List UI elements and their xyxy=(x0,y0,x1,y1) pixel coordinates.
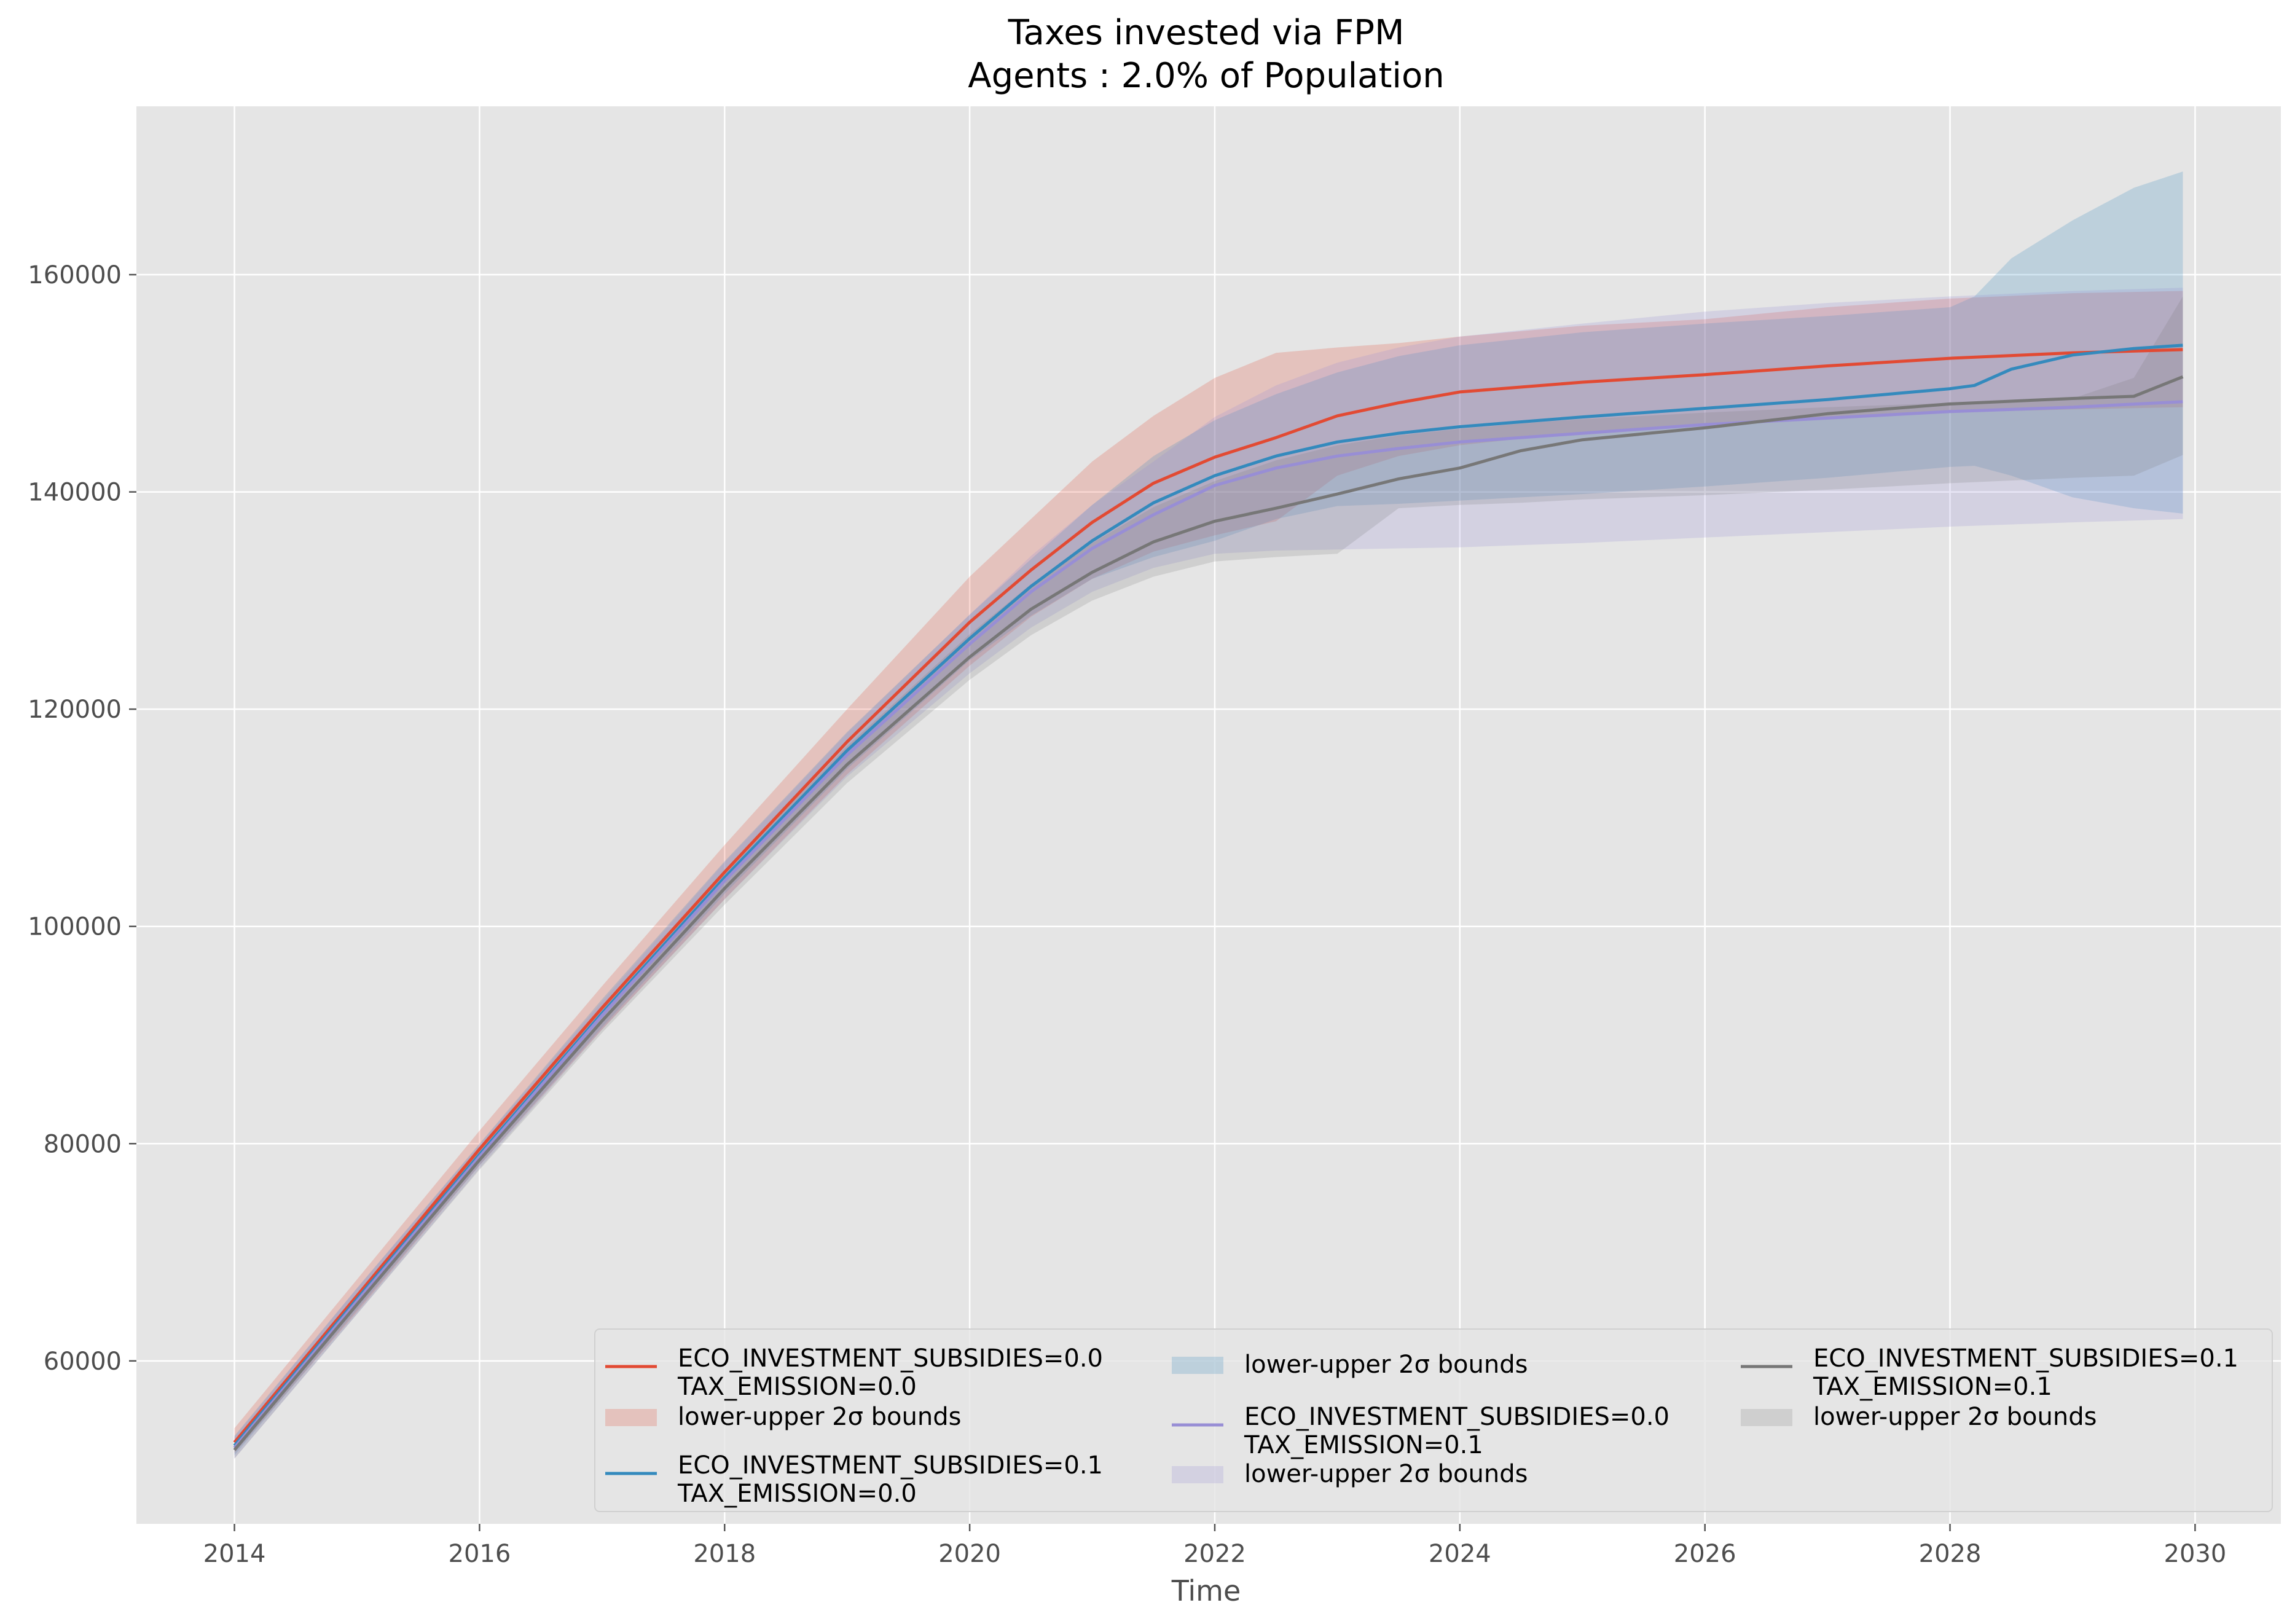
x-tick-label: 2024 xyxy=(1429,1540,1491,1568)
chart-subtitle: Agents : 2.0% of Population xyxy=(968,56,1444,96)
legend-label-line-1: ECO_INVESTMENT_SUBSIDIES=0.0 TAX_EMISSION… xyxy=(677,1344,1103,1401)
x-tick-label: 2026 xyxy=(1674,1540,1736,1568)
legend-swatch-band-1 xyxy=(605,1409,657,1426)
series-2-band xyxy=(234,171,2183,1456)
x-axis-label: Time xyxy=(1171,1574,1241,1607)
x-tick-label: 2030 xyxy=(2164,1540,2227,1568)
legend-swatch-band-4 xyxy=(1741,1409,1792,1426)
legend[interactable]: ECO_INVESTMENT_SUBSIDIES=0.0 TAX_EMISSION… xyxy=(594,1328,2273,1512)
y-tick-label: 140000 xyxy=(28,479,122,507)
series-lines xyxy=(233,343,2184,1451)
legend-label-band-3: lower-upper 2σ bounds xyxy=(1244,1460,1528,1488)
grid xyxy=(136,106,2281,1524)
series-4-line xyxy=(233,375,2184,1451)
y-tick-label: 60000 xyxy=(44,1347,122,1376)
x-tick-label: 2020 xyxy=(938,1540,1001,1568)
x-tick-label: 2028 xyxy=(1919,1540,1982,1568)
legend-swatch-band-2 xyxy=(1172,1357,1223,1374)
legend-label-band-1: lower-upper 2σ bounds xyxy=(678,1403,961,1431)
x-tick-label: 2022 xyxy=(1183,1540,1246,1568)
series-2-line xyxy=(233,343,2183,1447)
series-4-band xyxy=(234,296,2183,1459)
series-1-line xyxy=(233,348,2183,1444)
x-tick-label: 2016 xyxy=(449,1540,511,1568)
y-tick-label: 120000 xyxy=(28,696,122,724)
legend-box xyxy=(594,1328,2273,1512)
x-tick-label: 2014 xyxy=(203,1540,266,1568)
legend-label-line-2: ECO_INVESTMENT_SUBSIDIES=0.1 TAX_EMISSION… xyxy=(677,1451,1103,1508)
legend-label-band-2: lower-upper 2σ bounds xyxy=(1244,1351,1528,1379)
legend-label-band-4: lower-upper 2σ bounds xyxy=(1813,1403,2097,1431)
y-tick-label: 100000 xyxy=(28,913,122,941)
legend-label-line-4: ECO_INVESTMENT_SUBSIDIES=0.1 TAX_EMISSION… xyxy=(1813,1344,2238,1401)
axis-ticks: 2014 2016 2018 2020 2022 2024 2026 2028 2030 6000… xyxy=(28,261,2226,1568)
legend-label-line-3: ECO_INVESTMENT_SUBSIDIES=0.0 TAX_EMISSION… xyxy=(1244,1403,1669,1459)
plot-area xyxy=(136,106,2281,1524)
chart-title: Taxes invested via FPM xyxy=(1008,13,1405,53)
x-tick-label: 2018 xyxy=(693,1540,756,1568)
y-tick-label: 160000 xyxy=(28,261,122,289)
series-3-line xyxy=(233,400,2183,1449)
legend-swatch-band-3 xyxy=(1172,1466,1223,1483)
y-tick-label: 80000 xyxy=(44,1130,122,1158)
